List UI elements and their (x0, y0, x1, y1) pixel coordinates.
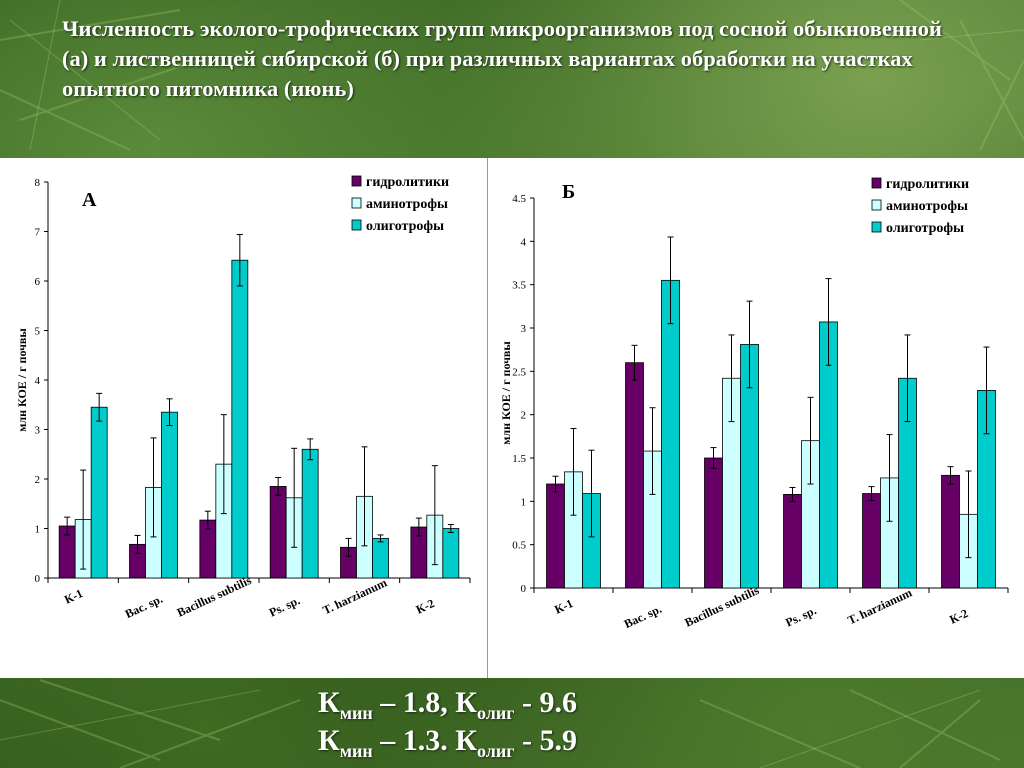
y-tick-label: 2.5 (512, 366, 526, 378)
y-tick-label: 0 (521, 583, 527, 595)
y-tick-label: 8 (35, 177, 41, 189)
chart-b-svg: 0 0.5 1 1.5 2 2.5 3 3.5 4 4.5 млн КОЕ / г почвы Б К-… (499, 177, 1009, 631)
legend-label: олиготрофы (886, 221, 964, 236)
bar (783, 493, 802, 589)
y-tick-label: 4 (35, 375, 41, 387)
y-tick-label: 6 (35, 276, 41, 288)
y-tick-label: 3.5 (512, 280, 526, 292)
bar (269, 486, 287, 579)
y-axis-label: млн КОЕ / г почвы (499, 341, 513, 445)
bar (625, 362, 644, 589)
k-label: К (318, 724, 340, 757)
y-tick-label: 0 (35, 573, 41, 585)
x-category-label: К-1 (552, 596, 575, 617)
k-label: К (318, 686, 340, 719)
bar (161, 411, 178, 579)
x-category-label: Ps. sp. (267, 593, 302, 619)
legend-label: гидролитики (366, 175, 449, 190)
y-tick-label: 1 (35, 524, 41, 536)
bar (442, 528, 460, 579)
y-axis-label: млн КОЕ / г почвы (15, 328, 29, 432)
k-mid: – 1.8, К (372, 686, 478, 719)
y-tick-label: 4.5 (512, 193, 526, 205)
chart-a-svg: 0 1 2 3 4 5 6 7 8 млн КОЕ / г почвы А К-1 Bac. sp. Ba… (15, 175, 471, 621)
legend-label: гидролитики (886, 177, 969, 192)
panel-divider (487, 158, 488, 678)
y-tick-label: 2 (35, 474, 41, 486)
k-tail: - 5.9 (514, 724, 577, 757)
bar (231, 259, 249, 579)
k-sub-min: мин (339, 741, 373, 761)
legend-swatch (871, 199, 882, 211)
x-category-label: Ps. sp. (783, 603, 818, 629)
coefficient-line-1: Кмин – 1.8, Колиг - 9.6 (318, 686, 577, 724)
legend-swatch (351, 175, 362, 187)
x-category-label: Bacillus subtilis (175, 573, 254, 620)
bar (90, 406, 108, 579)
legend-label: аминотрофы (366, 197, 448, 212)
y-tick-label: 1.5 (512, 453, 526, 465)
legend-swatch (871, 221, 882, 233)
k-sub-min: мин (339, 703, 373, 723)
y-tick-label: 1 (521, 496, 527, 508)
panel-label: Б (562, 181, 575, 203)
y-tick-label: 2 (521, 410, 527, 422)
bar (862, 493, 881, 589)
k-mid: – 1.3. К (372, 724, 478, 757)
bar (301, 448, 319, 579)
legend-swatch (351, 197, 362, 209)
slide-title: Численность эколого-трофических групп ми… (62, 16, 942, 101)
x-category-label: К-1 (62, 586, 85, 607)
x-category-label: Bac. sp. (123, 592, 165, 621)
y-tick-label: 5 (35, 326, 41, 338)
x-category-label: К-2 (947, 606, 970, 627)
bar (546, 483, 565, 589)
coefficient-line-2: Кмин – 1.3. Колиг - 5.9 (318, 724, 577, 762)
x-category-label: Bac. sp. (622, 602, 664, 631)
y-tick-label: 0.5 (512, 540, 526, 552)
y-tick-label: 4 (521, 236, 527, 248)
k-sub-olig: олиг (477, 703, 515, 723)
bar (941, 474, 960, 589)
bar (661, 279, 680, 589)
legend-swatch (351, 219, 362, 231)
chart-panel-a: 0 1 2 3 4 5 6 7 8 млн КОЕ / г почвы А К-1 Bac. sp. Ba… (0, 158, 487, 678)
y-tick-label: 7 (35, 227, 41, 239)
bar (372, 537, 389, 579)
chart-panel-b: 0 0.5 1 1.5 2 2.5 3 3.5 4 4.5 млн КОЕ / г почвы Б К-… (488, 158, 1024, 678)
x-category-label: T. harzianum (846, 585, 915, 627)
k-tail: - 9.6 (514, 686, 577, 719)
x-category-label: T. harzianum (321, 575, 390, 617)
k-sub-olig: олиг (477, 741, 515, 761)
legend-label: аминотрофы (886, 199, 968, 214)
x-category-label: К-2 (414, 596, 437, 617)
x-category-label: Bacillus subtilis (682, 583, 761, 630)
y-tick-label: 3 (521, 323, 527, 335)
y-tick-label: 3 (35, 425, 41, 437)
bar (704, 457, 723, 589)
legend-swatch (871, 177, 882, 189)
panel-label: А (82, 189, 97, 211)
legend-label: олиготрофы (366, 219, 444, 234)
